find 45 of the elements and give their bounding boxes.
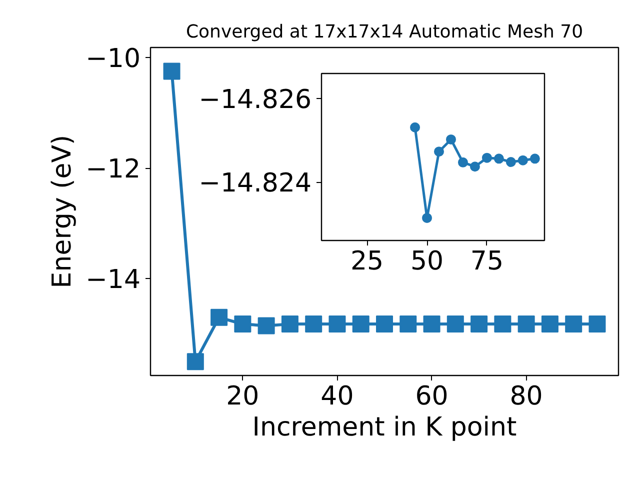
point [434,146,444,157]
point [530,154,540,164]
point [446,316,464,333]
point [352,316,370,333]
point [186,353,204,370]
point [470,162,480,172]
y-tick-label: −14 [86,265,141,296]
point [541,316,558,333]
point [518,155,528,166]
point [565,316,582,333]
x-tick-label: 80 [510,382,543,412]
point [446,134,456,144]
point [458,157,468,168]
point [258,317,275,334]
x-tick-label: 75 [470,246,504,276]
point [494,154,504,164]
point [328,316,346,333]
point [506,157,516,167]
y-tick-label: −14.824 [198,168,312,199]
point [410,122,420,132]
x-tick-label: 60 [415,382,448,412]
x-tick-label: 20 [226,382,260,412]
point [422,212,432,223]
point [376,316,393,333]
point [400,316,417,333]
point [588,316,606,333]
x-tick-label: 50 [410,246,444,276]
y-tick-label: −14.826 [198,85,312,116]
point [163,62,180,80]
chart-title: Converged at 17x17x14 Automatic Mesh 70 [186,22,584,42]
point [482,152,492,163]
point [281,316,298,333]
point [494,316,512,333]
y-tick-label: −10 [86,44,141,74]
y-tick-label: −12 [86,154,141,185]
point [210,308,228,326]
y-axis-title: Energy (eV) [48,134,78,288]
x-tick-label: 25 [350,246,384,276]
x-axis-title: Increment in K point [252,412,517,442]
point [518,316,535,333]
point [423,316,440,333]
point [470,316,488,333]
x-tick-label: 40 [320,382,354,412]
point [305,316,322,333]
point [234,316,252,333]
